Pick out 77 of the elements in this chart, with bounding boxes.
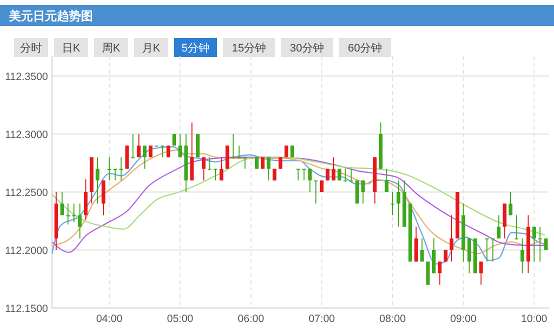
text: 15分钟 [232,42,266,54]
line-series [51,156,546,236]
candlestick [414,226,418,262]
candlestick [226,145,230,170]
candlestick [332,156,336,181]
candlestick [384,168,388,192]
candlestick [491,238,495,262]
candlestick [361,180,365,204]
candlestick [160,145,164,158]
y-tick-label: 112.3500 [4,71,48,83]
candlestick [514,214,518,240]
x-tick-label: 05:00 [167,313,194,325]
candlestick [243,156,247,170]
x-tick-label: 09:00 [450,313,477,325]
candlestick [426,261,430,286]
candlestick [190,122,194,181]
candlestick [208,156,212,170]
candlestick [237,145,241,158]
candlestick [349,168,354,182]
text: 60分钟 [348,42,382,54]
candlestick [496,214,501,239]
y-tick-label: 112.1500 [4,303,48,315]
text: 日K [62,42,81,54]
candlestick [308,168,312,192]
candlestick [344,168,348,182]
candlestick [278,156,282,170]
candlestick [255,156,259,170]
text: 5分钟 [181,42,210,54]
candlestick [78,203,82,239]
candlestick [72,203,76,223]
candlestick [220,156,224,181]
candlestick [314,180,318,204]
candlestick [131,134,135,158]
candlestick [479,261,483,286]
x-tick-label: 10:00 [520,313,548,325]
candlestick [202,156,206,181]
text: 周K [102,42,121,54]
candlestick [508,192,512,216]
y-tick-label: 112.2000 [4,245,48,257]
candlestick [196,134,200,158]
candlestick [66,203,70,225]
x-tick-label: 06:00 [238,313,264,325]
candlestick [137,134,141,158]
x-tick-label: 08:00 [379,313,406,325]
candlestick [485,238,489,262]
chart-title: 美元日元趋势图 [8,9,93,23]
candlestick [96,156,100,204]
candlestick [396,180,400,228]
x-tick-label: 07:00 [308,313,336,325]
candlestick [266,156,270,181]
candlestick [296,168,300,181]
candlestick [84,178,88,220]
candlestick [260,156,265,170]
candlestick [520,238,524,274]
candlestick [450,214,454,262]
text: 月K [142,42,161,54]
candlestick [142,145,147,170]
candlestick [60,192,64,216]
candlestick [231,134,236,158]
y-tick-label: 112.3000 [4,129,48,141]
candlestick [102,180,106,216]
candlestick [214,168,218,181]
candlestick [125,145,129,170]
candlestick [467,238,472,274]
candlestick [178,134,182,158]
candlestick [302,168,306,181]
candlestick [502,203,506,239]
y-tick-label: 112.2500 [4,187,48,199]
candlestick [532,226,536,262]
candlestick [538,226,542,262]
candlestick [390,192,394,216]
candlestick [438,261,442,286]
text: 分时 [20,42,42,54]
x-tick-label: 04:00 [96,313,123,325]
text: 30分钟 [290,42,324,54]
candlestick [420,238,424,262]
candlestick [432,238,436,274]
